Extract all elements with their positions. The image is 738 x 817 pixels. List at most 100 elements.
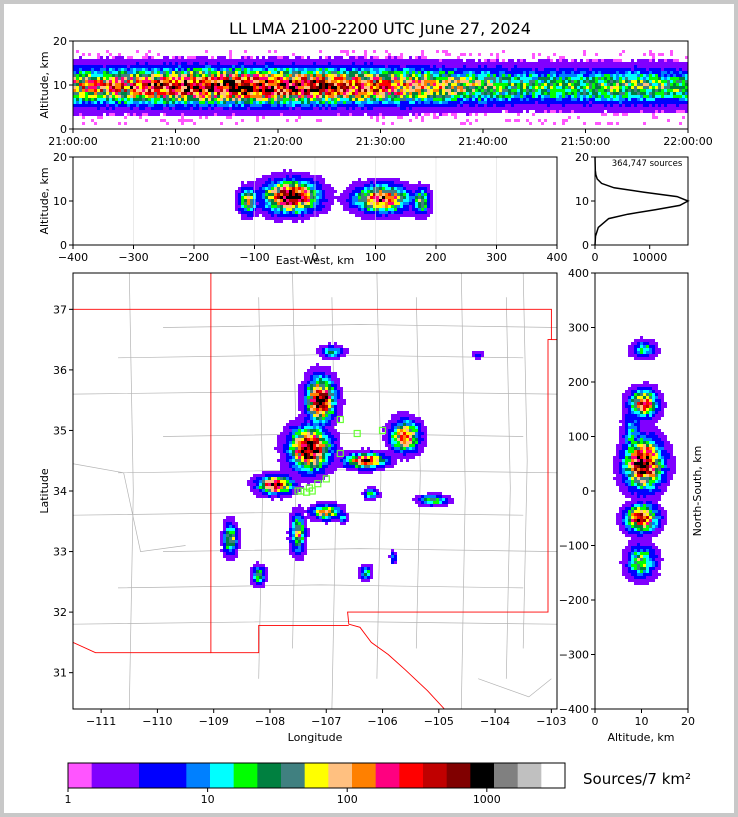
density-cell	[361, 101, 364, 104]
density-cell	[244, 86, 247, 89]
density-cell	[121, 98, 124, 101]
density-cell	[367, 95, 370, 98]
density-cell	[466, 113, 469, 116]
density-cell	[598, 68, 601, 71]
density-cell	[130, 62, 133, 65]
density-cell	[283, 89, 286, 92]
density-cell	[400, 101, 403, 104]
density-cell	[286, 107, 289, 110]
density-cell	[343, 89, 346, 92]
density-cell	[355, 104, 358, 107]
density-cell	[544, 86, 547, 89]
density-cell	[670, 71, 673, 74]
density-cell	[604, 74, 607, 77]
density-cell	[403, 199, 406, 202]
density-cell	[427, 95, 430, 98]
density-cell	[409, 208, 412, 211]
density-cell	[553, 74, 556, 77]
density-cell	[364, 95, 367, 98]
density-cell	[547, 68, 550, 71]
density-cell	[94, 86, 97, 89]
density-cell	[619, 98, 622, 101]
density-cell	[433, 89, 436, 92]
density-cell	[358, 181, 361, 184]
density-cell	[379, 184, 382, 187]
density-cell	[670, 68, 673, 71]
density-cell	[391, 95, 394, 98]
county-line	[118, 584, 524, 589]
density-cell	[646, 80, 649, 83]
density-cell	[175, 104, 178, 107]
density-cell	[349, 190, 352, 193]
density-cell	[211, 86, 214, 89]
density-cell	[490, 59, 493, 62]
density-cell	[304, 65, 307, 68]
density-cell	[139, 59, 142, 62]
density-cell	[271, 68, 274, 71]
density-cell	[514, 101, 517, 104]
density-cell	[217, 113, 220, 116]
density-cell	[391, 205, 394, 208]
density-cell	[421, 214, 424, 217]
density-cell	[397, 107, 400, 110]
density-cell	[664, 83, 667, 86]
density-cell	[76, 86, 79, 89]
density-cell	[226, 110, 229, 113]
density-cell	[373, 77, 376, 80]
density-cell	[583, 71, 586, 74]
density-cell	[358, 199, 361, 202]
density-cell	[409, 187, 412, 190]
density-cell	[118, 92, 121, 95]
density-cell	[412, 98, 415, 101]
density-cell	[211, 110, 214, 113]
density-cell	[400, 193, 403, 196]
density-cell	[316, 107, 319, 110]
density-cell	[139, 104, 142, 107]
density-cell	[298, 95, 301, 98]
density-cell	[385, 196, 388, 199]
density-cell	[406, 190, 409, 193]
density-cell	[622, 71, 625, 74]
density-cell	[274, 92, 277, 95]
density-cell	[601, 98, 604, 101]
density-cell	[238, 196, 241, 199]
density-cell	[280, 217, 283, 220]
density-cell	[409, 104, 412, 107]
density-cell	[475, 95, 478, 98]
density-cell	[391, 89, 394, 92]
density-cell	[352, 208, 355, 211]
density-cell	[673, 89, 676, 92]
density-cell	[310, 80, 313, 83]
density-cell	[217, 59, 220, 62]
density-cell	[253, 110, 256, 113]
density-cell	[286, 184, 289, 187]
density-cell	[412, 205, 415, 208]
density-cell	[598, 92, 601, 95]
density-cell	[571, 92, 574, 95]
density-cell	[274, 101, 277, 104]
density-cell	[154, 92, 157, 95]
density-cell	[439, 110, 442, 113]
density-cell	[535, 110, 538, 113]
density-cell	[304, 71, 307, 74]
density-cell	[220, 62, 223, 65]
density-cell	[127, 71, 130, 74]
density-cell	[670, 83, 673, 86]
density-cell	[646, 101, 649, 104]
density-cell	[592, 107, 595, 110]
density-cell	[676, 107, 679, 110]
density-cell	[316, 71, 319, 74]
density-cell	[547, 86, 550, 89]
density-cell	[421, 217, 424, 220]
density-cell	[295, 220, 298, 223]
density-cell	[166, 80, 169, 83]
density-cell	[265, 65, 268, 68]
density-cell	[265, 193, 268, 196]
density-cell	[493, 83, 496, 86]
density-cell	[148, 98, 151, 101]
density-cell	[670, 101, 673, 104]
density-cell	[310, 104, 313, 107]
density-cell	[364, 62, 367, 65]
density-cell	[550, 77, 553, 80]
density-cell	[91, 119, 94, 122]
